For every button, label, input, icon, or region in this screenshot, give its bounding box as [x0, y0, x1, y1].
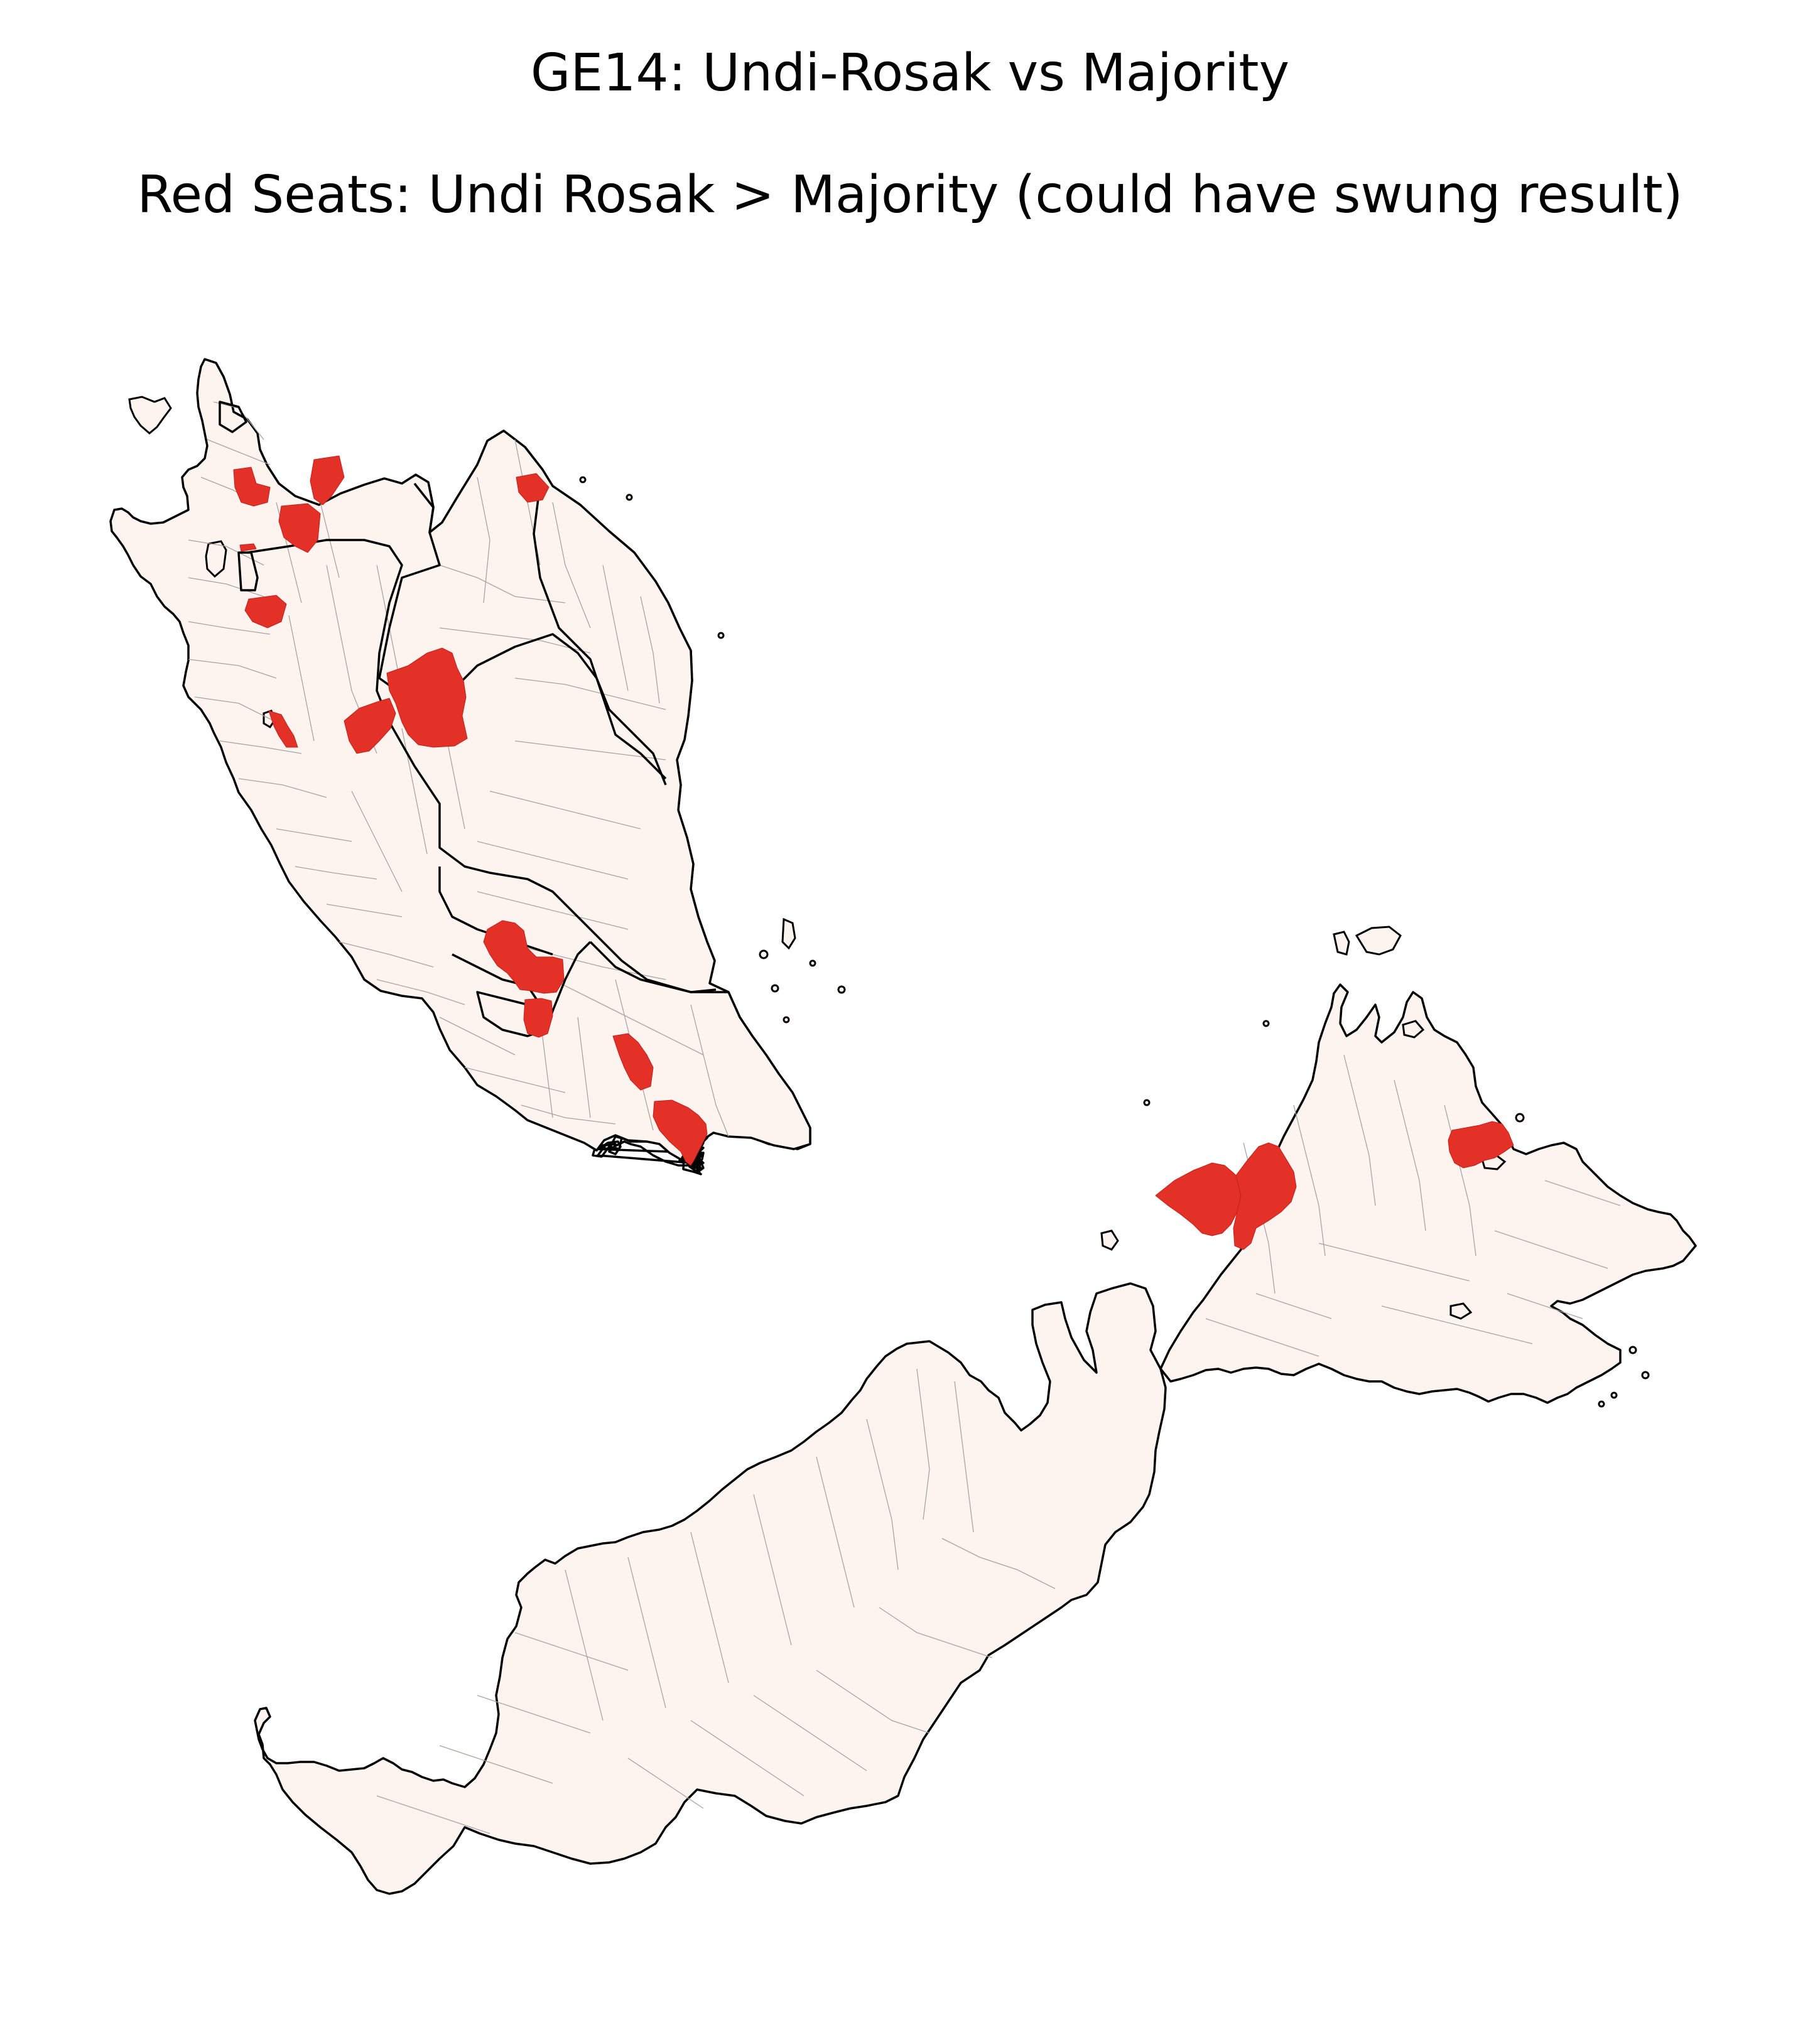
peninsular-outline: [109, 358, 811, 1170]
highlighted-seat: [310, 455, 345, 505]
islet: [771, 984, 779, 993]
islet: [1641, 1371, 1650, 1380]
kelantan-terengganu-border: [533, 483, 667, 780]
highlighted-seat: [386, 647, 468, 748]
highlighted-seat: [244, 595, 287, 629]
labuan-island: [1100, 1229, 1119, 1251]
sarawak: [254, 1282, 1167, 1895]
sabah-islet: [1402, 1020, 1425, 1039]
islet: [1515, 1113, 1525, 1123]
islet: [1143, 1099, 1151, 1106]
islet: [783, 1016, 790, 1024]
sabah-highlighted-seats: [1155, 1121, 1514, 1250]
balambangan-island: [1333, 931, 1350, 956]
kelantan-border: [378, 482, 667, 786]
highlighted-seat: [1448, 1121, 1514, 1169]
highlighted-seat: [1155, 1162, 1244, 1236]
langkawi-island: [128, 396, 172, 435]
tioman-island: [781, 917, 796, 950]
highlighted-seat: [523, 998, 553, 1038]
highlighted-seat: [653, 1099, 708, 1166]
islet: [626, 494, 633, 501]
banggi-island: [1355, 926, 1402, 956]
islet: [837, 985, 846, 994]
highlighted-seat: [612, 1033, 654, 1091]
islet: [759, 949, 769, 959]
highlighted-seat: [239, 543, 257, 552]
peninsular-highlighted-seats: [233, 455, 708, 1166]
highlighted-seat: [344, 698, 396, 754]
pahang-selangor-border: [388, 721, 717, 993]
highlighted-seat: [1233, 1142, 1297, 1250]
penang-mainland-border: [237, 551, 259, 591]
sarawak-outline: [254, 1282, 1167, 1895]
islet: [1262, 1020, 1270, 1027]
highlighted-seat: [516, 473, 550, 503]
sabah-outline: [1159, 983, 1697, 1404]
sarawak-seat-boundaries: [376, 1368, 1056, 1834]
islet: [1628, 1346, 1637, 1354]
peninsular-state-borders: [219, 401, 729, 1037]
perlis-border: [219, 401, 247, 433]
islet: [809, 959, 816, 967]
highlighted-seat: [278, 503, 321, 553]
islet: [1598, 1400, 1605, 1408]
peninsular-malaysia: [109, 358, 846, 1175]
islet: [717, 632, 725, 639]
map-subtitle: Red Seats: Undi Rosak > Majority (could …: [137, 165, 1683, 225]
johor-border: [589, 941, 729, 993]
map-title: GE14: Undi-Rosak vs Majority: [530, 43, 1290, 103]
sabah-islet: [1449, 1302, 1473, 1320]
penang-island: [205, 540, 227, 578]
islet: [1610, 1391, 1618, 1399]
highlighted-seat: [233, 467, 271, 507]
highlighted-seat: [268, 710, 298, 748]
sabah: [1100, 926, 1697, 1408]
highlighted-seat: [483, 920, 565, 994]
islet: [579, 476, 587, 483]
